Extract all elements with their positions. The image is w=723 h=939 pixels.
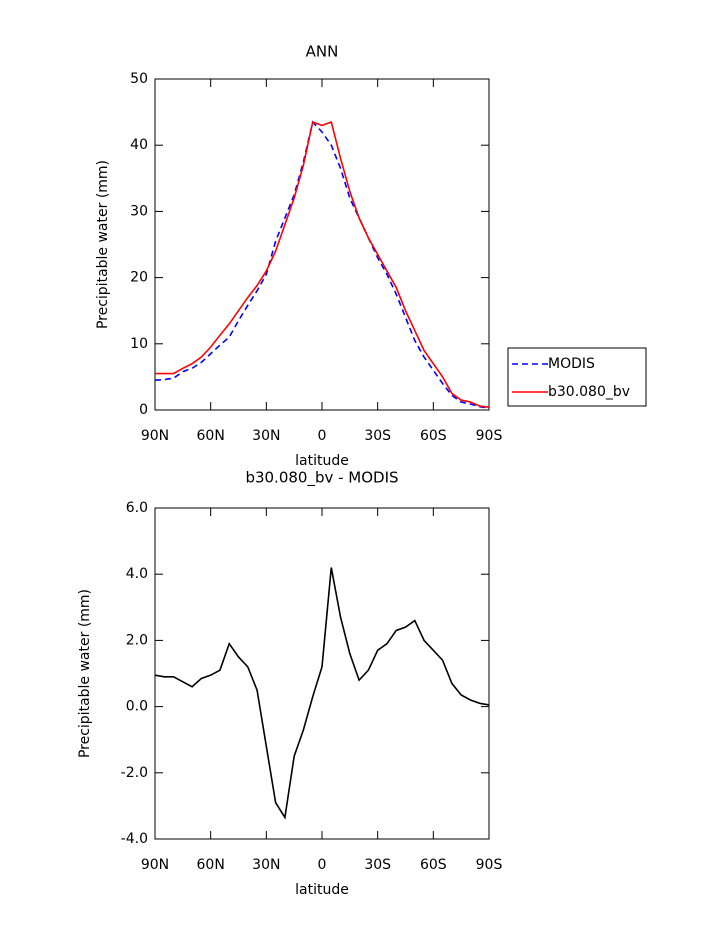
- legend-box: [507, 347, 647, 407]
- x-tick-label: 60N: [197, 857, 225, 873]
- x-axis-label: latitude: [295, 882, 349, 898]
- x-tick-label: 60S: [420, 428, 447, 444]
- x-tick-label: 30N: [252, 857, 280, 873]
- plot-frame: [154, 507, 490, 840]
- x-tick-label: 90N: [141, 428, 169, 444]
- y-tick-label: -4.0: [121, 831, 148, 847]
- x-tick-label: 60N: [197, 428, 225, 444]
- x-axis-label: latitude: [295, 453, 349, 469]
- x-tick-label: 30S: [364, 428, 391, 444]
- x-tick-label: 90N: [141, 857, 169, 873]
- x-tick-label: 90S: [476, 428, 503, 444]
- chart-title: ANN: [306, 43, 339, 61]
- y-tick-label: 10: [130, 336, 148, 352]
- x-tick-label: 90S: [476, 857, 503, 873]
- chart-title: b30.080_bv - MODIS: [245, 469, 398, 488]
- y-tick-label: 0.0: [126, 699, 148, 715]
- legend-label: MODIS: [548, 356, 595, 372]
- data-line: [154, 120, 490, 409]
- y-tick-label: 40: [130, 137, 148, 153]
- data-line: [155, 120, 490, 409]
- legend-label: b30.080_bv: [548, 384, 630, 400]
- y-tick-label: -2.0: [121, 765, 148, 781]
- y-tick-label: 30: [130, 203, 148, 219]
- y-tick-label: 6.0: [126, 500, 148, 516]
- y-tick-label: 20: [130, 270, 148, 286]
- x-tick-label: 30N: [252, 428, 280, 444]
- x-tick-label: 0: [318, 428, 327, 444]
- y-axis-label: Precipitable water (mm): [95, 160, 111, 329]
- x-tick-label: 60S: [420, 857, 447, 873]
- y-tick-label: 0: [139, 402, 148, 418]
- y-tick-label: 4.0: [126, 566, 148, 582]
- x-tick-label: 0: [318, 857, 327, 873]
- y-tick-label: 50: [130, 71, 148, 87]
- y-axis-label: Precipitable water (mm): [77, 589, 93, 758]
- plot-frame: [154, 78, 490, 411]
- data-line: [154, 567, 490, 820]
- x-tick-label: 30S: [364, 857, 391, 873]
- y-tick-label: 2.0: [126, 632, 148, 648]
